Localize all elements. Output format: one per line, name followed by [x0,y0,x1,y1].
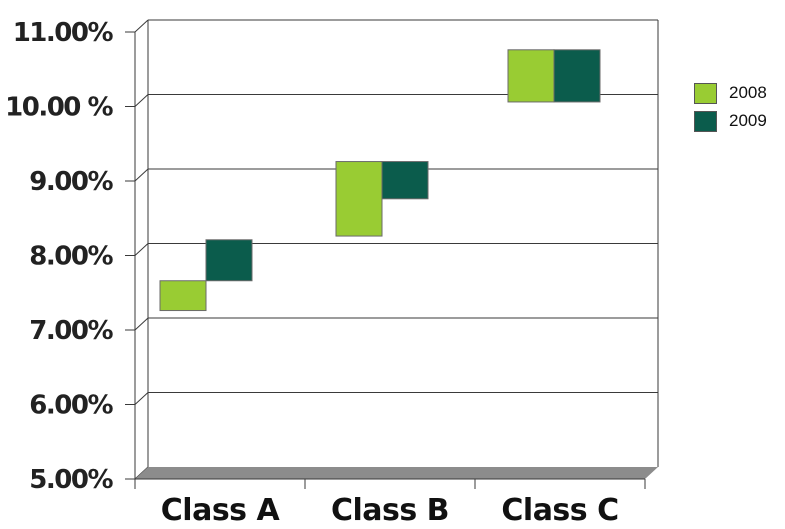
bar-class-a-2008 [159,280,207,312]
gridline-connector [134,317,149,331]
legend-label-2008: 2008 [729,83,767,102]
legend-item-2008: 2008 [694,82,767,104]
x-tick-label: Class B [331,493,449,528]
x-tick-label: Class C [501,493,618,528]
y-tick-label: 5.00% [29,465,113,495]
bar-class-b-2008 [335,161,383,237]
y-tick-label: 11.00% [13,18,114,48]
bar-class-c-2008 [507,49,555,103]
y-tick-label: 9.00% [29,167,113,197]
legend-label-2009: 2009 [729,111,767,130]
y-tick-label: 6.00% [29,391,113,421]
gridline-connector [134,94,149,107]
x-tick-label: Class A [161,493,281,528]
legend-swatch-2009 [694,110,717,132]
bar-class-c-2009 [553,49,601,103]
legend-swatch-2008 [694,82,717,104]
bar-class-a-2009 [205,239,253,282]
legend: 2008 2009 [694,82,767,138]
y-tick-label: 7.00% [29,316,113,346]
gridline-connector [134,19,149,33]
tick-labels: 5.00% 6.00% 7.00% 8.00% 9.00% 10.00 % 11.00% Cl… [5,18,619,528]
gridline-connector [134,243,149,256]
gridline-connector [134,392,149,405]
bar-class-b-2009 [381,161,429,200]
y-tick-label: 10.00 % [5,93,113,123]
chart-floor [135,467,658,479]
bars [159,49,601,312]
axes [134,20,659,489]
gridline-connector [134,168,149,182]
y-tick-label: 8.00% [29,242,113,272]
legend-item-2009: 2009 [694,110,767,132]
